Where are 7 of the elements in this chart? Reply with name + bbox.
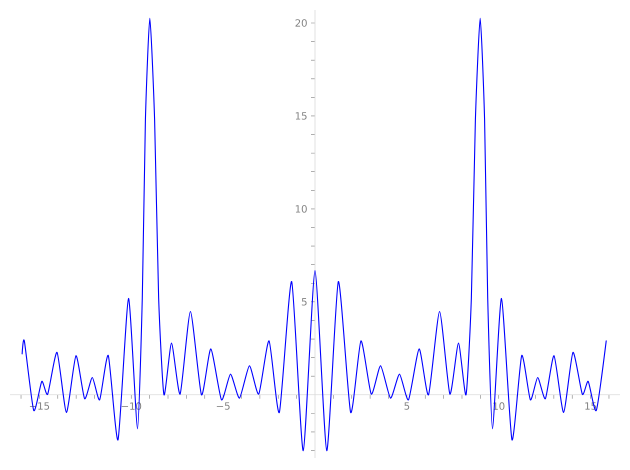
x-tick-label: 5: [404, 402, 410, 410]
y-tick-label: 5: [302, 298, 307, 306]
x-tick-label: −5: [216, 402, 230, 410]
y-tick-label: 15: [296, 112, 307, 120]
line-series: [22, 18, 607, 452]
y-tick-label: 10: [296, 205, 307, 213]
y-tick-label: 20: [295, 19, 307, 27]
